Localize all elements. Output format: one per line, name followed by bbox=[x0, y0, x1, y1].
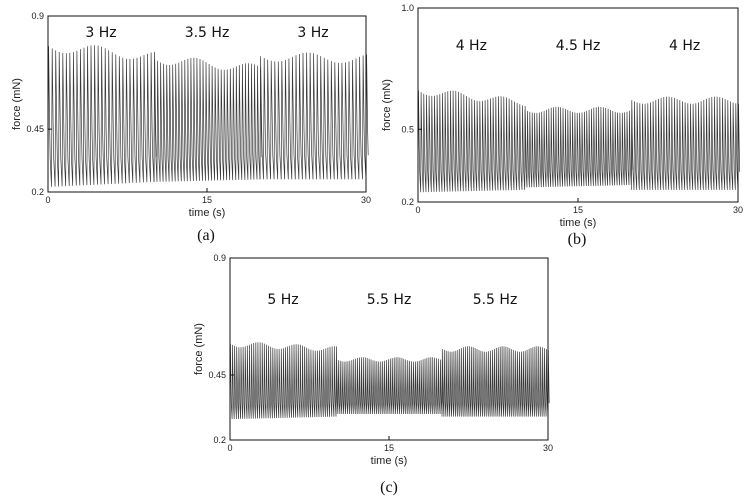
y-tick-label: 1.0 bbox=[401, 3, 414, 13]
y-axis-label: force (mN) bbox=[381, 79, 393, 131]
y-tick-label: 0.45 bbox=[26, 124, 44, 134]
y-tick-label: 0.9 bbox=[31, 11, 44, 21]
y-axis-label: force (mN) bbox=[193, 323, 205, 375]
y-axis-label: force (mN) bbox=[11, 78, 23, 130]
segment-label: 4.5 Hz bbox=[556, 38, 601, 54]
x-axis-label: time (s) bbox=[371, 455, 408, 467]
segment-label: 5.5 Hz bbox=[473, 292, 518, 308]
trace-b-segment-0 bbox=[417, 90, 527, 193]
trace-c-segment-2 bbox=[441, 346, 550, 417]
trace-a-segment-2 bbox=[259, 52, 369, 180]
panel-caption: (c) bbox=[380, 479, 398, 496]
y-tick-label: 0.9 bbox=[213, 253, 226, 263]
trace-b-segment-1 bbox=[524, 106, 634, 188]
panel-caption: (b) bbox=[568, 231, 587, 248]
x-tick-label: 30 bbox=[543, 443, 553, 453]
y-tick-label: 0.2 bbox=[213, 435, 226, 445]
x-tick-label: 0 bbox=[415, 205, 420, 215]
panel-a: 3 Hz 3.5 Hz 3 Hz 0 15 30 0.2 0.45 0.9 time (s) for… bbox=[11, 11, 371, 244]
x-tick-label: 15 bbox=[573, 205, 583, 215]
x-tick-label: 0 bbox=[45, 195, 50, 205]
x-tick-label: 30 bbox=[361, 195, 371, 205]
x-tick-label: 0 bbox=[227, 443, 232, 453]
y-tick-label: 0.5 bbox=[401, 124, 414, 134]
segment-label: 4 Hz bbox=[669, 38, 700, 54]
x-axis-label: time (s) bbox=[560, 217, 597, 229]
x-axis-label: time (s) bbox=[189, 207, 226, 219]
segment-label: 5.5 Hz bbox=[367, 292, 412, 308]
segment-label: 5 Hz bbox=[267, 292, 298, 308]
panel-b: 4 Hz 4.5 Hz 4 Hz 0 15 30 0.2 0.5 1.0 time (s) forc… bbox=[381, 3, 743, 248]
y-tick-label: 0.2 bbox=[31, 187, 44, 197]
panel-c: 5 Hz 5.5 Hz 5.5 Hz 0 15 30 0.2 0.45 0.9 time (s) f… bbox=[193, 253, 553, 496]
trace-c-segment-1 bbox=[335, 357, 444, 415]
y-tick-label: 0.2 bbox=[401, 197, 414, 207]
y-tick-label: 0.45 bbox=[208, 370, 226, 380]
trace-b-segment-2 bbox=[630, 96, 741, 190]
segment-label: 3 Hz bbox=[297, 25, 328, 41]
x-tick-label: 30 bbox=[733, 205, 743, 215]
plot-frame-a bbox=[47, 15, 367, 193]
trace-c-segment-0 bbox=[229, 342, 338, 420]
segment-label: 3.5 Hz bbox=[185, 25, 230, 41]
trace-a-segment-0 bbox=[47, 45, 157, 188]
panel-caption: (a) bbox=[197, 227, 215, 244]
trace-a-segment-1 bbox=[153, 57, 263, 182]
segment-label: 4 Hz bbox=[456, 38, 487, 54]
segment-label: 3 Hz bbox=[85, 25, 116, 41]
x-tick-label: 15 bbox=[384, 443, 394, 453]
x-tick-label: 15 bbox=[202, 195, 212, 205]
